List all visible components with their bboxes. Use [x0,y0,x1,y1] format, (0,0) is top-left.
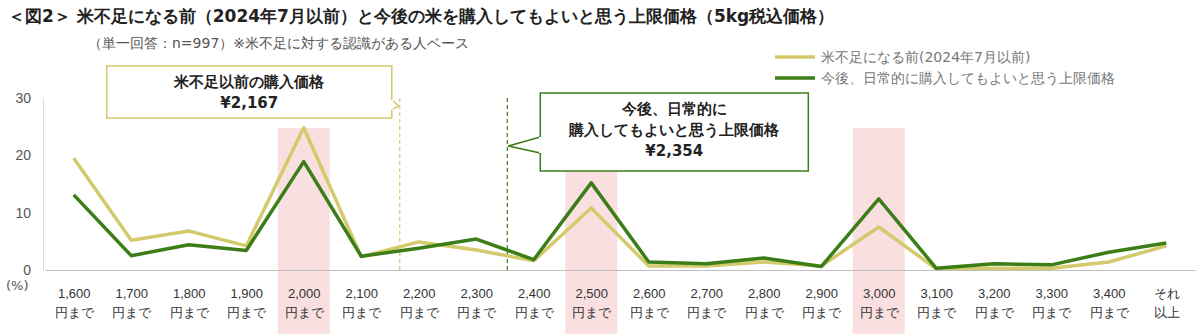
x-tick-label: 2,000円まで [285,286,325,320]
legend: 米不足になる前(2024年7月以前) 今後、日常的に購入してもよいと思う上限価格 [775,49,1115,86]
annotation-pointer [392,100,399,110]
x-tick: 3,200円まで [975,270,1015,320]
annotation-pointer-cover [539,137,542,153]
y-axis-line [43,99,44,271]
annotation-line [399,98,400,270]
annotation: 米不足以前の購入価格 ¥2,167 [107,66,399,118]
x-tick-label: 3,100円まで [917,286,957,320]
chart-svg: ＜図2＞ 米不足になる前（2024年7月以前）と今後の米を購入してもよいと思う上… [0,0,1200,334]
chart-root: ＜図2＞ 米不足になる前（2024年7月以前）と今後の米を購入してもよいと思う上… [0,0,1200,334]
annotation-value: ¥2,167 [220,94,278,112]
x-tick-label: 3,000円まで [860,286,900,320]
highlight-band [853,128,905,334]
x-tick: 1,700円まで [112,270,152,320]
y-tick-label: 0 [23,262,31,278]
y-tick: 0 [23,262,43,278]
plot-area [74,98,1167,270]
title: ＜図2＞ 米不足になる前（2024年7月以前）と今後の米を購入してもよいと思う上… [8,6,834,26]
annotation-box [107,66,392,118]
y-axis: 0 10 20 30 [15,90,43,278]
annotation-pointer [508,137,540,153]
y-tick: 10 [15,205,43,221]
x-tick-label: 2,600円まで [630,286,670,320]
legend-item: 今後、日常的に購入してもよいと思う上限価格 [775,70,1115,86]
annotation-value: ¥2,354 [645,142,703,160]
x-tick-label: 1,700円まで [112,286,152,320]
x-tick: 2,400円まで [515,270,555,320]
x-axis-line [46,270,1196,271]
x-tick: 2,800円まで [745,270,785,320]
x-tick-label: 2,100円まで [342,286,382,320]
x-tick: 2,000円まで [285,270,325,320]
x-tick: 3,400円まで [1090,270,1130,320]
x-tick-label: それ以上 [1154,286,1180,320]
x-tick-label: 2,900円まで [802,286,842,320]
legend-item: 米不足になる前(2024年7月以前) [775,49,1030,65]
legend-label: 今後、日常的に購入してもよいと思う上限価格 [821,70,1115,86]
annotation-pointer-cover [391,100,394,110]
x-tick-label: 2,500円まで [572,286,612,320]
x-tick: 3,100円まで [917,270,957,320]
legend-label: 米不足になる前(2024年7月以前) [821,49,1030,65]
x-tick-label: 3,300円まで [1032,286,1072,320]
x-tick: 2,600円まで [630,270,670,320]
x-tick: 2,700円まで [687,270,727,320]
x-tick-label: 1,800円まで [170,286,210,320]
legend-swatch [775,76,815,80]
x-tick: 2,200円まで [400,270,440,320]
y-tick: 30 [15,90,43,106]
y-tick-label: 10 [15,205,31,221]
series-line [74,162,1167,269]
x-tick-label: 2,200円まで [400,286,440,320]
x-tick-label: 2,800円まで [745,286,785,320]
x-tick-label: 2,400円まで [515,286,555,320]
x-tick: 2,300円まで [457,270,497,320]
y-tick-label: 20 [15,147,31,163]
x-tick: 1,600円まで [55,270,95,320]
x-tick-label: 1,900円まで [227,286,267,320]
x-tick-label: 3,200円まで [975,286,1015,320]
x-tick: 2,100円まで [342,270,382,320]
annotation-line [507,98,508,270]
x-tick-label: 2,700円まで [687,286,727,320]
x-tick: 1,800円まで [170,270,210,320]
x-tick: 2,900円まで [802,270,842,320]
x-axis: 1,600円まで 1,700円まで 1,800円まで 1,900円まで 2,000円まで… [46,270,1196,320]
x-tick: 3,000円まで [860,270,900,320]
subtitle: （単一回答：n=997）※米不足に対する認識がある人ベース [88,35,469,51]
x-tick: 3,300円まで [1032,270,1072,320]
x-tick-label: 1,600円まで [55,286,95,320]
annotation-text: 米不足以前の購入価格 [173,73,325,91]
annotation-text: 今後、日常的に購入してもよいと思う上限価格 [568,100,780,139]
highlight-band [278,128,330,334]
x-tick-label: 3,400円まで [1090,286,1130,320]
x-tick: 1,900円まで [227,270,267,320]
y-axis-label: (%) [6,278,29,293]
x-tick: それ以上 [1154,270,1180,320]
annotation-box [540,93,808,171]
y-tick: 20 [15,147,43,163]
x-tick: 2,500円まで [572,270,612,320]
annotation: 今後、日常的に購入してもよいと思う上限価格 ¥2,354 [508,93,808,171]
legend-swatch [775,55,815,59]
y-tick-label: 30 [15,90,31,106]
x-tick-label: 2,300円まで [457,286,497,320]
